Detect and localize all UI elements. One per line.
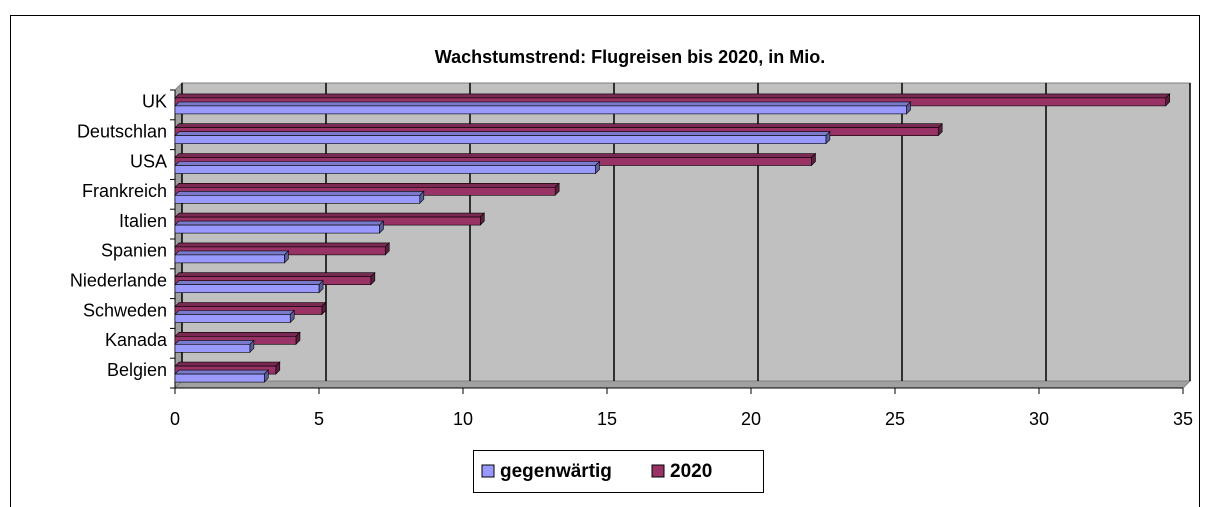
y-tick-label: Deutschlan: [77, 121, 167, 141]
bar: [174, 130, 831, 145]
bar-top: [174, 310, 295, 315]
bar-front: [174, 343, 251, 353]
x-tick-label: 15: [597, 409, 617, 429]
bar-top: [174, 123, 943, 128]
bar-top: [174, 361, 281, 367]
y-tick-label: Kanada: [105, 330, 168, 350]
bar-front: [174, 373, 265, 383]
floor: [173, 380, 1192, 389]
bar-front: [174, 254, 285, 264]
bar: [174, 339, 255, 354]
bar: [174, 309, 295, 324]
bar-top: [174, 183, 560, 188]
x-tick-label: 0: [170, 409, 180, 429]
bar: [174, 250, 290, 264]
bar-front: [174, 284, 320, 294]
bar-top: [174, 191, 425, 196]
bar-top: [174, 242, 390, 248]
y-tick-label: Belgien: [107, 360, 167, 380]
y-tick-label: Italien: [119, 211, 167, 231]
y-tick-label: Spanien: [101, 241, 167, 261]
bar-front: [174, 135, 827, 144]
y-tick-label: USA: [130, 151, 167, 171]
x-tick-label: 30: [1029, 409, 1049, 429]
bar-top: [174, 93, 1171, 99]
legend-swatch: [481, 464, 495, 478]
legend: [473, 450, 764, 493]
bar: [174, 101, 912, 115]
bar-front: [174, 314, 291, 323]
y-tick-label: Schweden: [83, 300, 167, 320]
legend-label: 2020: [670, 461, 712, 482]
bar-top: [174, 331, 301, 337]
bar-top: [174, 131, 831, 136]
bar-top: [174, 101, 912, 107]
bar-top: [174, 302, 327, 307]
bar: [174, 220, 385, 234]
bar-front: [174, 165, 596, 174]
bar-front: [174, 195, 421, 204]
y-tick-label: Niederlande: [70, 270, 167, 290]
bar: [174, 190, 425, 205]
x-tick-label: 10: [453, 409, 473, 429]
bar-front: [174, 224, 380, 234]
y-tick-label: UK: [142, 92, 167, 112]
chart-title: Wachstumstrend: Flugreisen bis 2020, in …: [435, 47, 825, 67]
bar-top: [174, 250, 290, 256]
bar-top: [174, 220, 385, 226]
bar-top: [174, 161, 601, 166]
y-tick-label: Frankreich: [82, 181, 167, 201]
x-tick-label: 5: [314, 409, 324, 429]
bar-top: [174, 153, 817, 158]
bar-top: [174, 280, 324, 286]
x-tick-label: 25: [885, 409, 905, 429]
bar-top: [174, 272, 376, 278]
x-tick-label: 20: [741, 409, 761, 429]
bar: [174, 369, 270, 383]
legend-label: gegenwärtig: [500, 461, 612, 482]
bar-top: [174, 339, 255, 345]
bar: [174, 160, 601, 175]
bar-front: [174, 105, 907, 115]
legend-swatch: [651, 464, 665, 478]
bar-top: [174, 212, 486, 218]
x-tick-label: 35: [1173, 409, 1193, 429]
bar: [174, 279, 324, 294]
bar-top: [174, 369, 270, 375]
